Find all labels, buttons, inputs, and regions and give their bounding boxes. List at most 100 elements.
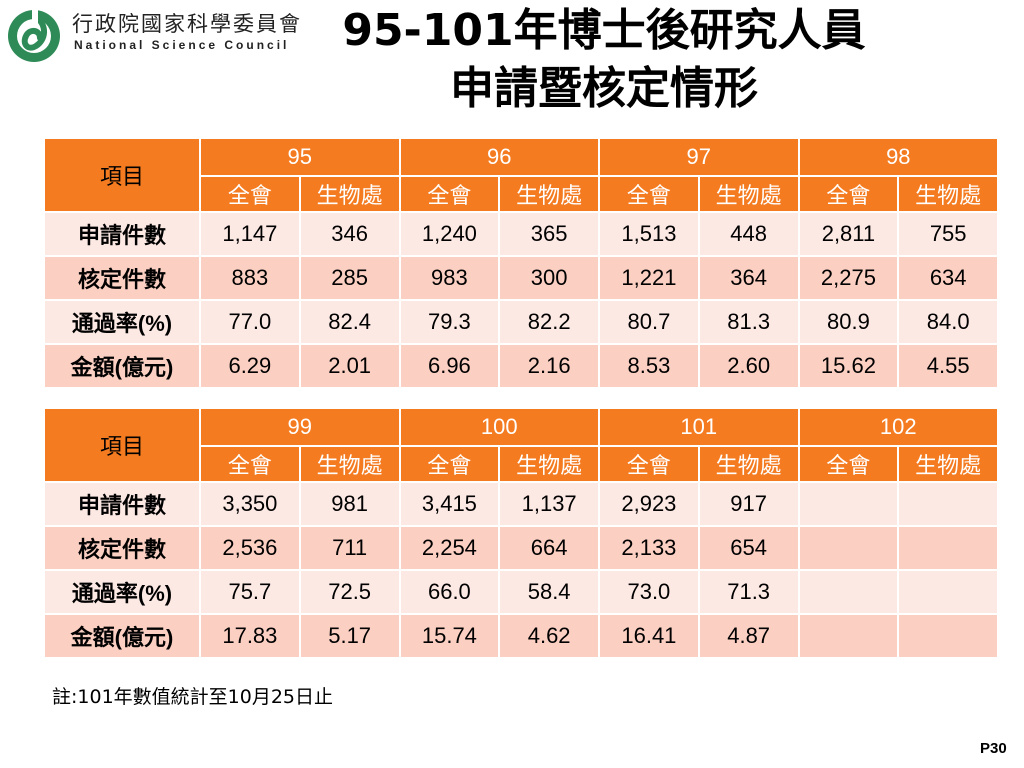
table-row: 申請件數 3,350 981 3,415 1,137 2,923 917 [43, 481, 1000, 527]
table-cell: 364 [697, 255, 800, 301]
table-cell: 5.17 [298, 613, 401, 659]
row-label: 核定件數 [43, 255, 201, 301]
org-name-chinese: 行政院國家科學委員會 [72, 12, 302, 36]
row-label: 申請件數 [43, 211, 201, 257]
table-cell: 664 [498, 525, 601, 571]
year-header: 99 [199, 407, 401, 447]
table-cell: 1,513 [598, 211, 700, 257]
table-cell: 917 [697, 481, 800, 527]
table-cell [897, 525, 1000, 571]
row-label: 金額(億元) [43, 343, 201, 389]
table-cell: 2,923 [598, 481, 700, 527]
table-row: 金額(億元) 6.29 2.01 6.96 2.16 8.53 2.60 15.… [43, 343, 1000, 389]
table-cell: 3,415 [398, 481, 501, 527]
year-header: 102 [797, 407, 1000, 447]
table-row: 金額(億元) 17.83 5.17 15.74 4.62 16.41 4.87 [43, 613, 1000, 659]
table-row: 通過率(%) 77.0 82.4 79.3 82.2 80.7 81.3 80.… [43, 299, 1000, 345]
table-cell [797, 525, 900, 571]
table-row: 核定件數 883 285 983 300 1,221 364 2,275 634 [43, 255, 1000, 301]
page-number: P30 [980, 740, 1007, 757]
row-label: 申請件數 [43, 481, 201, 527]
sub-header: 生物處 [897, 445, 1000, 483]
title-line-1: 95-101年博士後研究人員 [342, 5, 866, 56]
table-cell: 983 [398, 255, 501, 301]
table-cell: 80.9 [797, 299, 900, 345]
sub-header: 生物處 [498, 445, 601, 483]
table-cell: 81.3 [697, 299, 800, 345]
table-cell: 80.7 [598, 299, 700, 345]
year-header: 97 [598, 137, 800, 177]
table-row: 通過率(%) 75.7 72.5 66.0 58.4 73.0 71.3 [43, 569, 1000, 615]
table-cell: 448 [697, 211, 800, 257]
table-cell: 16.41 [598, 613, 700, 659]
table-cell: 2,133 [598, 525, 700, 571]
table-cell [897, 569, 1000, 615]
table-corner-label: 項目 [43, 137, 201, 213]
row-label: 金額(億元) [43, 613, 201, 659]
table-cell [797, 613, 900, 659]
title-line-2: 申請暨核定情形 [450, 63, 758, 114]
sub-header: 全會 [199, 175, 301, 213]
table-cell: 346 [298, 211, 401, 257]
table-cell: 2,254 [398, 525, 501, 571]
table-corner-label: 項目 [43, 407, 201, 483]
table-cell: 79.3 [398, 299, 501, 345]
sub-header: 生物處 [697, 445, 800, 483]
sub-header: 全會 [598, 445, 700, 483]
table-cell: 66.0 [398, 569, 501, 615]
table-cell: 3,350 [199, 481, 301, 527]
sub-header: 生物處 [697, 175, 800, 213]
sub-header: 全會 [199, 445, 301, 483]
table-cell: 1,240 [398, 211, 501, 257]
table-cell: 365 [498, 211, 601, 257]
table-cell: 77.0 [199, 299, 301, 345]
footnote: 註:101年數值統計至10月25日止 [52, 686, 334, 708]
table-cell: 2,811 [797, 211, 900, 257]
table-cell: 2,536 [199, 525, 301, 571]
sub-header: 生物處 [498, 175, 601, 213]
table-cell: 755 [897, 211, 1000, 257]
table-row: 申請件數 1,147 346 1,240 365 1,513 448 2,811… [43, 211, 1000, 257]
sub-header: 全會 [797, 445, 900, 483]
table-cell: 6.96 [398, 343, 501, 389]
table-cell: 73.0 [598, 569, 700, 615]
table-cell: 4.55 [897, 343, 1000, 389]
year-header: 96 [398, 137, 601, 177]
row-label: 核定件數 [43, 525, 201, 571]
sub-header: 生物處 [897, 175, 1000, 213]
sub-header: 全會 [398, 445, 501, 483]
table-cell: 1,137 [498, 481, 601, 527]
year-header: 101 [598, 407, 800, 447]
year-header: 100 [398, 407, 601, 447]
table-cell: 15.74 [398, 613, 501, 659]
page-title: 95-101年博士後研究人員 申請暨核定情形 [284, 2, 924, 118]
table-cell: 2.60 [697, 343, 800, 389]
sub-header: 全會 [598, 175, 700, 213]
sub-header: 全會 [797, 175, 900, 213]
table-cell: 2.01 [298, 343, 401, 389]
table-cell: 2,275 [797, 255, 900, 301]
table-cell [897, 481, 1000, 527]
row-label: 通過率(%) [43, 569, 201, 615]
table-cell: 981 [298, 481, 401, 527]
table-cell [897, 613, 1000, 659]
table-cell: 82.2 [498, 299, 601, 345]
table-cell [797, 569, 900, 615]
table-cell: 2.16 [498, 343, 601, 389]
table-cell: 15.62 [797, 343, 900, 389]
table-cell: 6.29 [199, 343, 301, 389]
table-cell: 17.83 [199, 613, 301, 659]
year-header: 95 [199, 137, 401, 177]
table-cell: 58.4 [498, 569, 601, 615]
table-cell: 71.3 [697, 569, 800, 615]
table-cell: 72.5 [298, 569, 401, 615]
table-cell: 1,221 [598, 255, 700, 301]
sub-header: 全會 [398, 175, 501, 213]
table-cell: 711 [298, 525, 401, 571]
table-cell: 654 [697, 525, 800, 571]
table-cell: 300 [498, 255, 601, 301]
table-cell: 883 [199, 255, 301, 301]
table-cell: 285 [298, 255, 401, 301]
sub-header: 生物處 [298, 445, 401, 483]
table-cell: 8.53 [598, 343, 700, 389]
